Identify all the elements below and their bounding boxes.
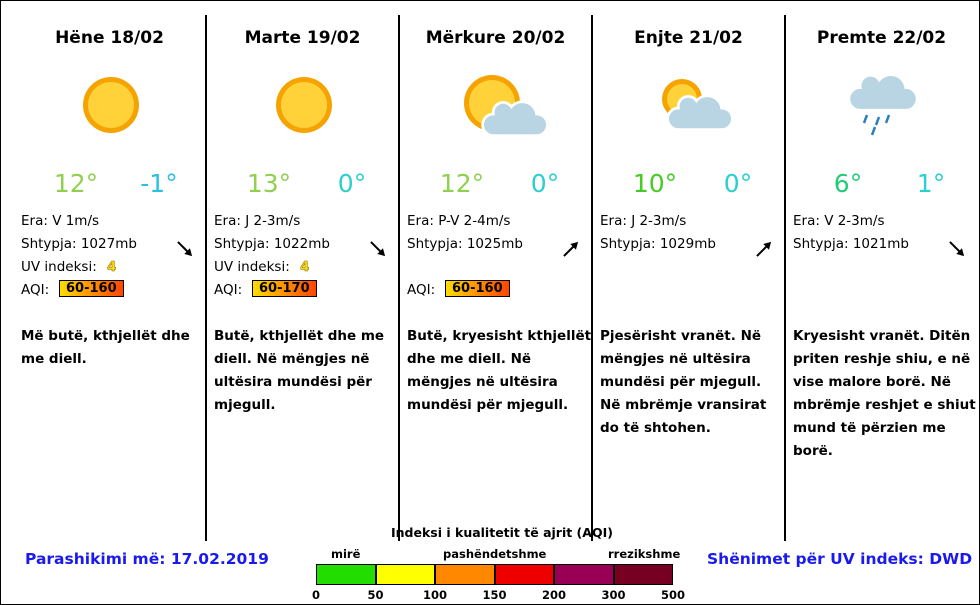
description-line: mëngjes në ultësira [600, 351, 751, 367]
temp-high: 10° [632, 169, 678, 198]
issued-date: Parashikimi më: 17.02.2019 [25, 550, 269, 568]
separator [205, 15, 207, 541]
separator [398, 15, 400, 541]
aqi-scale-tick: 300 [601, 588, 626, 602]
aqi-scale-tick: 50 [367, 588, 384, 602]
description-line: Kryesisht vranët. Ditën [793, 328, 971, 344]
pressure: Shtypja: 1021mb [793, 236, 909, 252]
wind-arrow [563, 241, 579, 257]
description-line: vise malore borë. Në [793, 374, 951, 390]
description-line: Në mbrëmje vransirat [600, 397, 767, 413]
weather-icon [83, 77, 139, 133]
aqi-value: 60-160 [445, 280, 510, 297]
uv-label: UV indeksi: [21, 259, 97, 275]
aqi-scale-segment [554, 564, 614, 585]
aqi-label: AQI: [21, 282, 50, 298]
description-line: ultësira mundësi për [214, 374, 372, 390]
aqi-scale-segment [435, 564, 495, 585]
wind: Era: J 2-3m/s [214, 213, 301, 229]
aqi-scale-label: pashëndetshme [443, 547, 547, 561]
temp-high: 6° [833, 169, 863, 198]
description-line: mundësi për mjegull. [600, 374, 762, 390]
aqi-label: AQI: [407, 282, 436, 298]
uv-value: 4 [107, 259, 117, 276]
wind-arrow [949, 241, 965, 257]
pressure: Shtypja: 1025mb [407, 236, 523, 252]
description-line: Butë, kthjellët dhe me [214, 328, 385, 344]
temp-low: 0° [337, 169, 367, 198]
temp-low: 1° [916, 169, 946, 198]
description-line: mbrëmje reshjet e shiut [793, 397, 976, 413]
temp-low: -1° [140, 169, 178, 198]
pressure: Shtypja: 1022mb [214, 236, 330, 252]
day-title: Marte 19/02 [244, 28, 361, 48]
separator [591, 15, 593, 541]
uv-value: 4 [300, 259, 310, 276]
aqi-scale-tick: 500 [660, 588, 685, 602]
aqi-value: 60-160 [59, 280, 124, 297]
wind: Era: V 1m/s [21, 213, 100, 229]
weather-icon [464, 75, 549, 137]
uv-label: UV indeksi: [214, 259, 290, 275]
description-line: mëngjes në ultësira [407, 374, 558, 390]
day-title: Mërkure 20/02 [425, 28, 566, 48]
weather-icon [847, 73, 919, 136]
pressure: Shtypja: 1029mb [600, 236, 716, 252]
aqi-scale-segment [316, 564, 376, 585]
aqi-scale-title: Indeksi i kualitetit të ajrit (AQI) [391, 525, 613, 540]
aqi-scale-label: rrezikshme [608, 547, 681, 561]
temp-low: 0° [723, 169, 753, 198]
description-line: dhe me diell. Në [407, 351, 532, 367]
description-line: Më butë, kthjellët dhe [21, 328, 190, 344]
wind: Era: J 2-3m/s [600, 213, 687, 229]
description-line: borë. [793, 443, 833, 459]
temp-high: 13° [246, 169, 292, 198]
aqi-value: 60-170 [252, 280, 317, 297]
pressure: Shtypja: 1027mb [21, 236, 137, 252]
description-line: mund të përzien me [793, 420, 946, 436]
description-line: mjegull. [214, 397, 276, 413]
description-line: Pjesërisht vranët. Në [600, 328, 762, 344]
description-line: priten reshje shiu, e në [793, 351, 971, 367]
description-line: me diell. [21, 351, 87, 367]
temp-high: 12° [53, 169, 99, 198]
aqi-scale-segment [494, 564, 554, 585]
day-title: Hëne 18/02 [55, 28, 164, 48]
temp-high: 12° [439, 169, 485, 198]
aqi-scale-tick: 0 [311, 588, 320, 602]
uv-source: Shënimet për UV indeks: DWD [707, 550, 973, 568]
description-line: mundësi për mjegull. [407, 397, 569, 413]
aqi-scale-tick: 150 [482, 588, 507, 602]
separator [784, 15, 786, 541]
day-title: Premte 22/02 [816, 28, 947, 48]
temp-low: 0° [530, 169, 560, 198]
description-line: Butë, kryesisht kthjellët [407, 328, 592, 344]
aqi-scale-segment [375, 564, 435, 585]
weather-icon [276, 77, 332, 133]
aqi-scale-label: mirë [331, 547, 361, 561]
wind-arrow [177, 241, 193, 257]
wind-arrow [370, 241, 386, 257]
aqi-scale-tick: 100 [422, 588, 447, 602]
aqi-scale-segment [613, 564, 673, 585]
aqi-label: AQI: [214, 282, 243, 298]
description-line: diell. Në mëngjes në [214, 351, 370, 367]
wind: Era: V 2-3m/s [793, 213, 885, 229]
weather-icon [662, 79, 734, 131]
aqi-scale-tick: 200 [541, 588, 566, 602]
wind-arrow [756, 241, 772, 257]
wind: Era: P-V 2-4m/s [407, 213, 511, 229]
day-title: Enjte 21/02 [634, 28, 743, 48]
description-line: do të shtohen. [600, 420, 711, 436]
